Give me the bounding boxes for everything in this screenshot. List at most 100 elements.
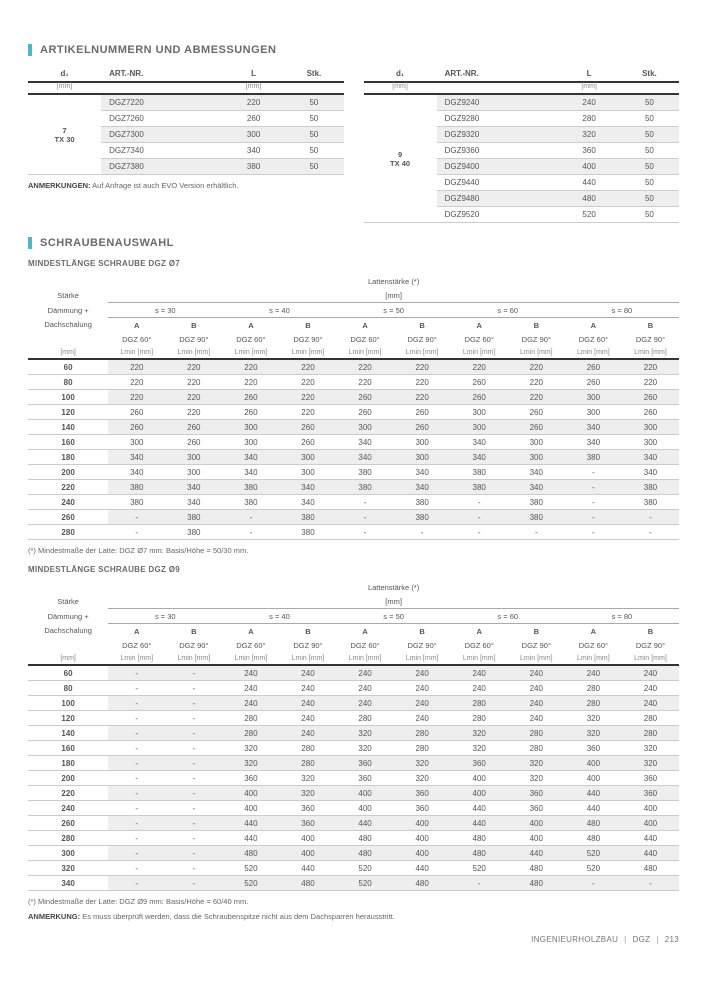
cell-lmin: 340 <box>222 465 279 480</box>
cell-lmin: 340 <box>222 450 279 465</box>
row-thickness: 100 <box>28 390 108 405</box>
cell-lmin: 240 <box>394 711 451 726</box>
cell-lmin: 360 <box>565 741 622 756</box>
ab-header: B <box>622 318 679 333</box>
cell-lmin: 400 <box>337 801 394 816</box>
lmin-unit: Lmin [mm] <box>108 346 165 359</box>
cell-lmin: 380 <box>337 480 394 495</box>
row-thickness: 60 <box>28 359 108 375</box>
row-thickness: 100 <box>28 696 108 711</box>
cell-lmin: 260 <box>451 390 508 405</box>
row-thickness: 140 <box>28 420 108 435</box>
ab-header: A <box>108 318 165 333</box>
s-group: s = 50 <box>337 303 451 318</box>
cell-lmin: 240 <box>222 665 279 681</box>
cell-lmin: - <box>165 786 222 801</box>
cell-l: 480 <box>558 191 619 207</box>
cell-lmin: 280 <box>337 711 394 726</box>
cell-lmin: - <box>108 786 165 801</box>
angle-header: DGZ 90° <box>394 332 451 346</box>
cell-lmin: 240 <box>394 681 451 696</box>
row-thickness: 340 <box>28 876 108 891</box>
cell-lmin: 220 <box>165 390 222 405</box>
s-group: s = 60 <box>451 303 565 318</box>
cell-lmin: 520 <box>565 846 622 861</box>
row-thickness: 200 <box>28 465 108 480</box>
col-artnr: ART.-NR. <box>101 66 223 82</box>
s-group: s = 60 <box>451 609 565 624</box>
cell-lmin: 260 <box>279 435 336 450</box>
selection-table-9: Lattenstärke (*)Stärke[mm]Dämmung +s = 3… <box>28 580 679 891</box>
cell-lmin: - <box>108 876 165 891</box>
cell-stk: 50 <box>620 207 679 223</box>
blank <box>28 332 108 346</box>
cell-lmin: 220 <box>622 375 679 390</box>
cell-lmin: 340 <box>508 465 565 480</box>
cell-lmin: 400 <box>451 771 508 786</box>
cell-lmin: 320 <box>394 771 451 786</box>
cell-lmin: - <box>565 525 622 540</box>
angle-header: DGZ 90° <box>165 638 222 652</box>
cell-lmin: 280 <box>622 726 679 741</box>
cell-lmin: 480 <box>565 816 622 831</box>
row-thickness: 140 <box>28 726 108 741</box>
subtitle-dgz9: MINDESTLÄNGE SCHRAUBE DGZ Ø9 <box>28 565 679 574</box>
angle-header: DGZ 90° <box>508 332 565 346</box>
cell-lmin: - <box>565 480 622 495</box>
cell-lmin: - <box>108 861 165 876</box>
row-thickness: 260 <box>28 510 108 525</box>
artikel-table-1: d₁ ART.-NR. L Stk. [mm] [mm] 7TX 30DGZ72… <box>28 66 344 175</box>
page-footer: INGENIEURHOLZBAU | DGZ | 213 <box>28 935 679 944</box>
cell-lmin: 320 <box>337 741 394 756</box>
cell-lmin: 220 <box>165 359 222 375</box>
cell-artnr: DGZ9480 <box>437 191 559 207</box>
cell-lmin: 320 <box>565 711 622 726</box>
cell-stk: 50 <box>284 111 343 127</box>
cell-lmin: 240 <box>279 696 336 711</box>
cell-lmin: 300 <box>337 420 394 435</box>
angle-header: DGZ 60° <box>108 332 165 346</box>
cell-lmin: 240 <box>222 681 279 696</box>
cell-lmin: 300 <box>622 420 679 435</box>
cell-lmin: 260 <box>508 405 565 420</box>
cell-lmin: - <box>108 741 165 756</box>
unit-artnr <box>437 82 559 94</box>
cell-lmin: 320 <box>565 726 622 741</box>
selection-table-7: Lattenstärke (*)Stärke[mm]Dämmung +s = 3… <box>28 274 679 540</box>
cell-lmin: 520 <box>222 861 279 876</box>
cell-lmin: - <box>108 665 165 681</box>
col-artnr: ART.-NR. <box>437 66 559 82</box>
cell-lmin: 400 <box>508 816 565 831</box>
cell-lmin: 520 <box>565 861 622 876</box>
cell-lmin: 340 <box>108 465 165 480</box>
cell-lmin: - <box>337 525 394 540</box>
cell-lmin: 380 <box>279 525 336 540</box>
cell-lmin: - <box>622 525 679 540</box>
cell-lmin: - <box>222 525 279 540</box>
cell-lmin: 220 <box>165 375 222 390</box>
cell-lmin: 240 <box>279 665 336 681</box>
row-thickness: 180 <box>28 756 108 771</box>
cell-lmin: 220 <box>279 375 336 390</box>
unit-stk <box>284 82 343 94</box>
cell-lmin: - <box>565 876 622 891</box>
cell-lmin: - <box>108 711 165 726</box>
cell-lmin: 380 <box>108 480 165 495</box>
cell-lmin: 400 <box>565 771 622 786</box>
cell-lmin: 280 <box>565 681 622 696</box>
cell-lmin: 280 <box>508 726 565 741</box>
lmin-unit: Lmin [mm] <box>337 652 394 665</box>
ab-header: A <box>565 624 622 639</box>
artikel-note: ANMERKUNGEN: Auf Anfrage ist auch EVO Ve… <box>28 181 344 190</box>
cell-lmin: - <box>165 741 222 756</box>
footer-text-2: DGZ <box>633 935 651 944</box>
ab-header: B <box>508 318 565 333</box>
cell-l: 360 <box>558 143 619 159</box>
cell-lmin: - <box>165 726 222 741</box>
s-group: s = 80 <box>565 609 679 624</box>
cell-lmin: 380 <box>337 465 394 480</box>
cell-lmin: - <box>565 510 622 525</box>
table-row: 200--360320360320400320400360 <box>28 771 679 786</box>
cell-stk: 50 <box>284 94 343 111</box>
ab-header: B <box>165 318 222 333</box>
